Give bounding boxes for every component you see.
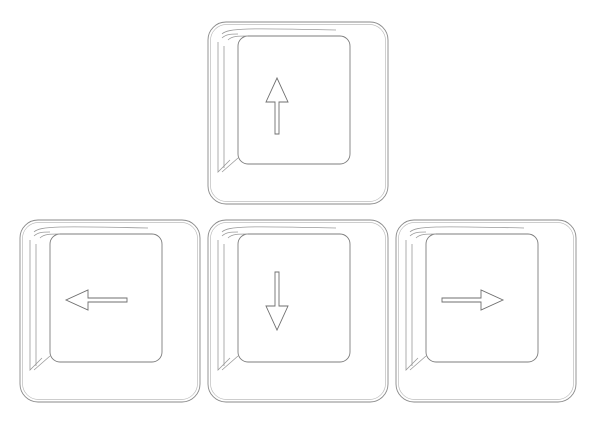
- arrow-left-icon: [64, 289, 128, 311]
- key-down[interactable]: [207, 219, 389, 403]
- arrow-down-icon: [265, 271, 289, 332]
- key-left[interactable]: [19, 219, 201, 403]
- key-right[interactable]: [395, 219, 577, 403]
- arrow-up-icon: [265, 76, 289, 135]
- key-up[interactable]: [207, 21, 389, 205]
- arrow-right-icon: [441, 289, 505, 311]
